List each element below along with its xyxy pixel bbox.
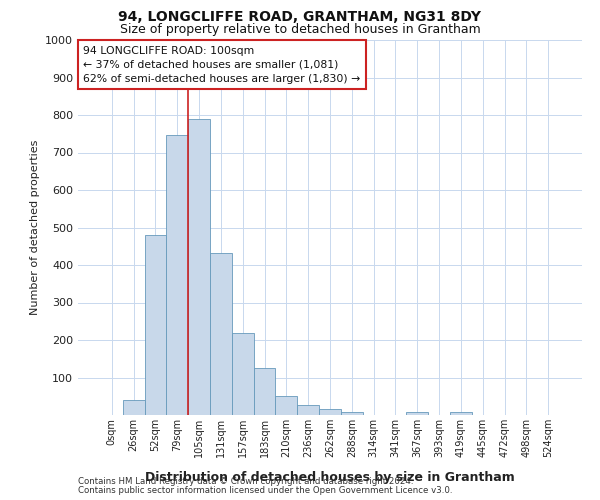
Text: Contains public sector information licensed under the Open Government Licence v3: Contains public sector information licen… xyxy=(78,486,452,495)
Bar xyxy=(254,368,275,415)
Bar xyxy=(166,134,188,415)
Bar xyxy=(406,412,428,415)
Bar xyxy=(232,332,254,415)
Text: 94 LONGCLIFFE ROAD: 100sqm
← 37% of detached houses are smaller (1,081)
62% of s: 94 LONGCLIFFE ROAD: 100sqm ← 37% of deta… xyxy=(83,46,360,84)
Bar xyxy=(188,118,210,415)
Y-axis label: Number of detached properties: Number of detached properties xyxy=(29,140,40,315)
Bar xyxy=(275,396,297,415)
Text: Contains HM Land Registry data © Crown copyright and database right 2024.: Contains HM Land Registry data © Crown c… xyxy=(78,477,413,486)
Bar xyxy=(450,412,472,415)
Bar xyxy=(145,235,166,415)
Text: Size of property relative to detached houses in Grantham: Size of property relative to detached ho… xyxy=(119,22,481,36)
Bar xyxy=(319,410,341,415)
Bar xyxy=(123,400,145,415)
Bar xyxy=(297,404,319,415)
Text: 94, LONGCLIFFE ROAD, GRANTHAM, NG31 8DY: 94, LONGCLIFFE ROAD, GRANTHAM, NG31 8DY xyxy=(119,10,482,24)
Bar xyxy=(341,412,363,415)
X-axis label: Distribution of detached houses by size in Grantham: Distribution of detached houses by size … xyxy=(145,471,515,484)
Bar xyxy=(210,253,232,415)
